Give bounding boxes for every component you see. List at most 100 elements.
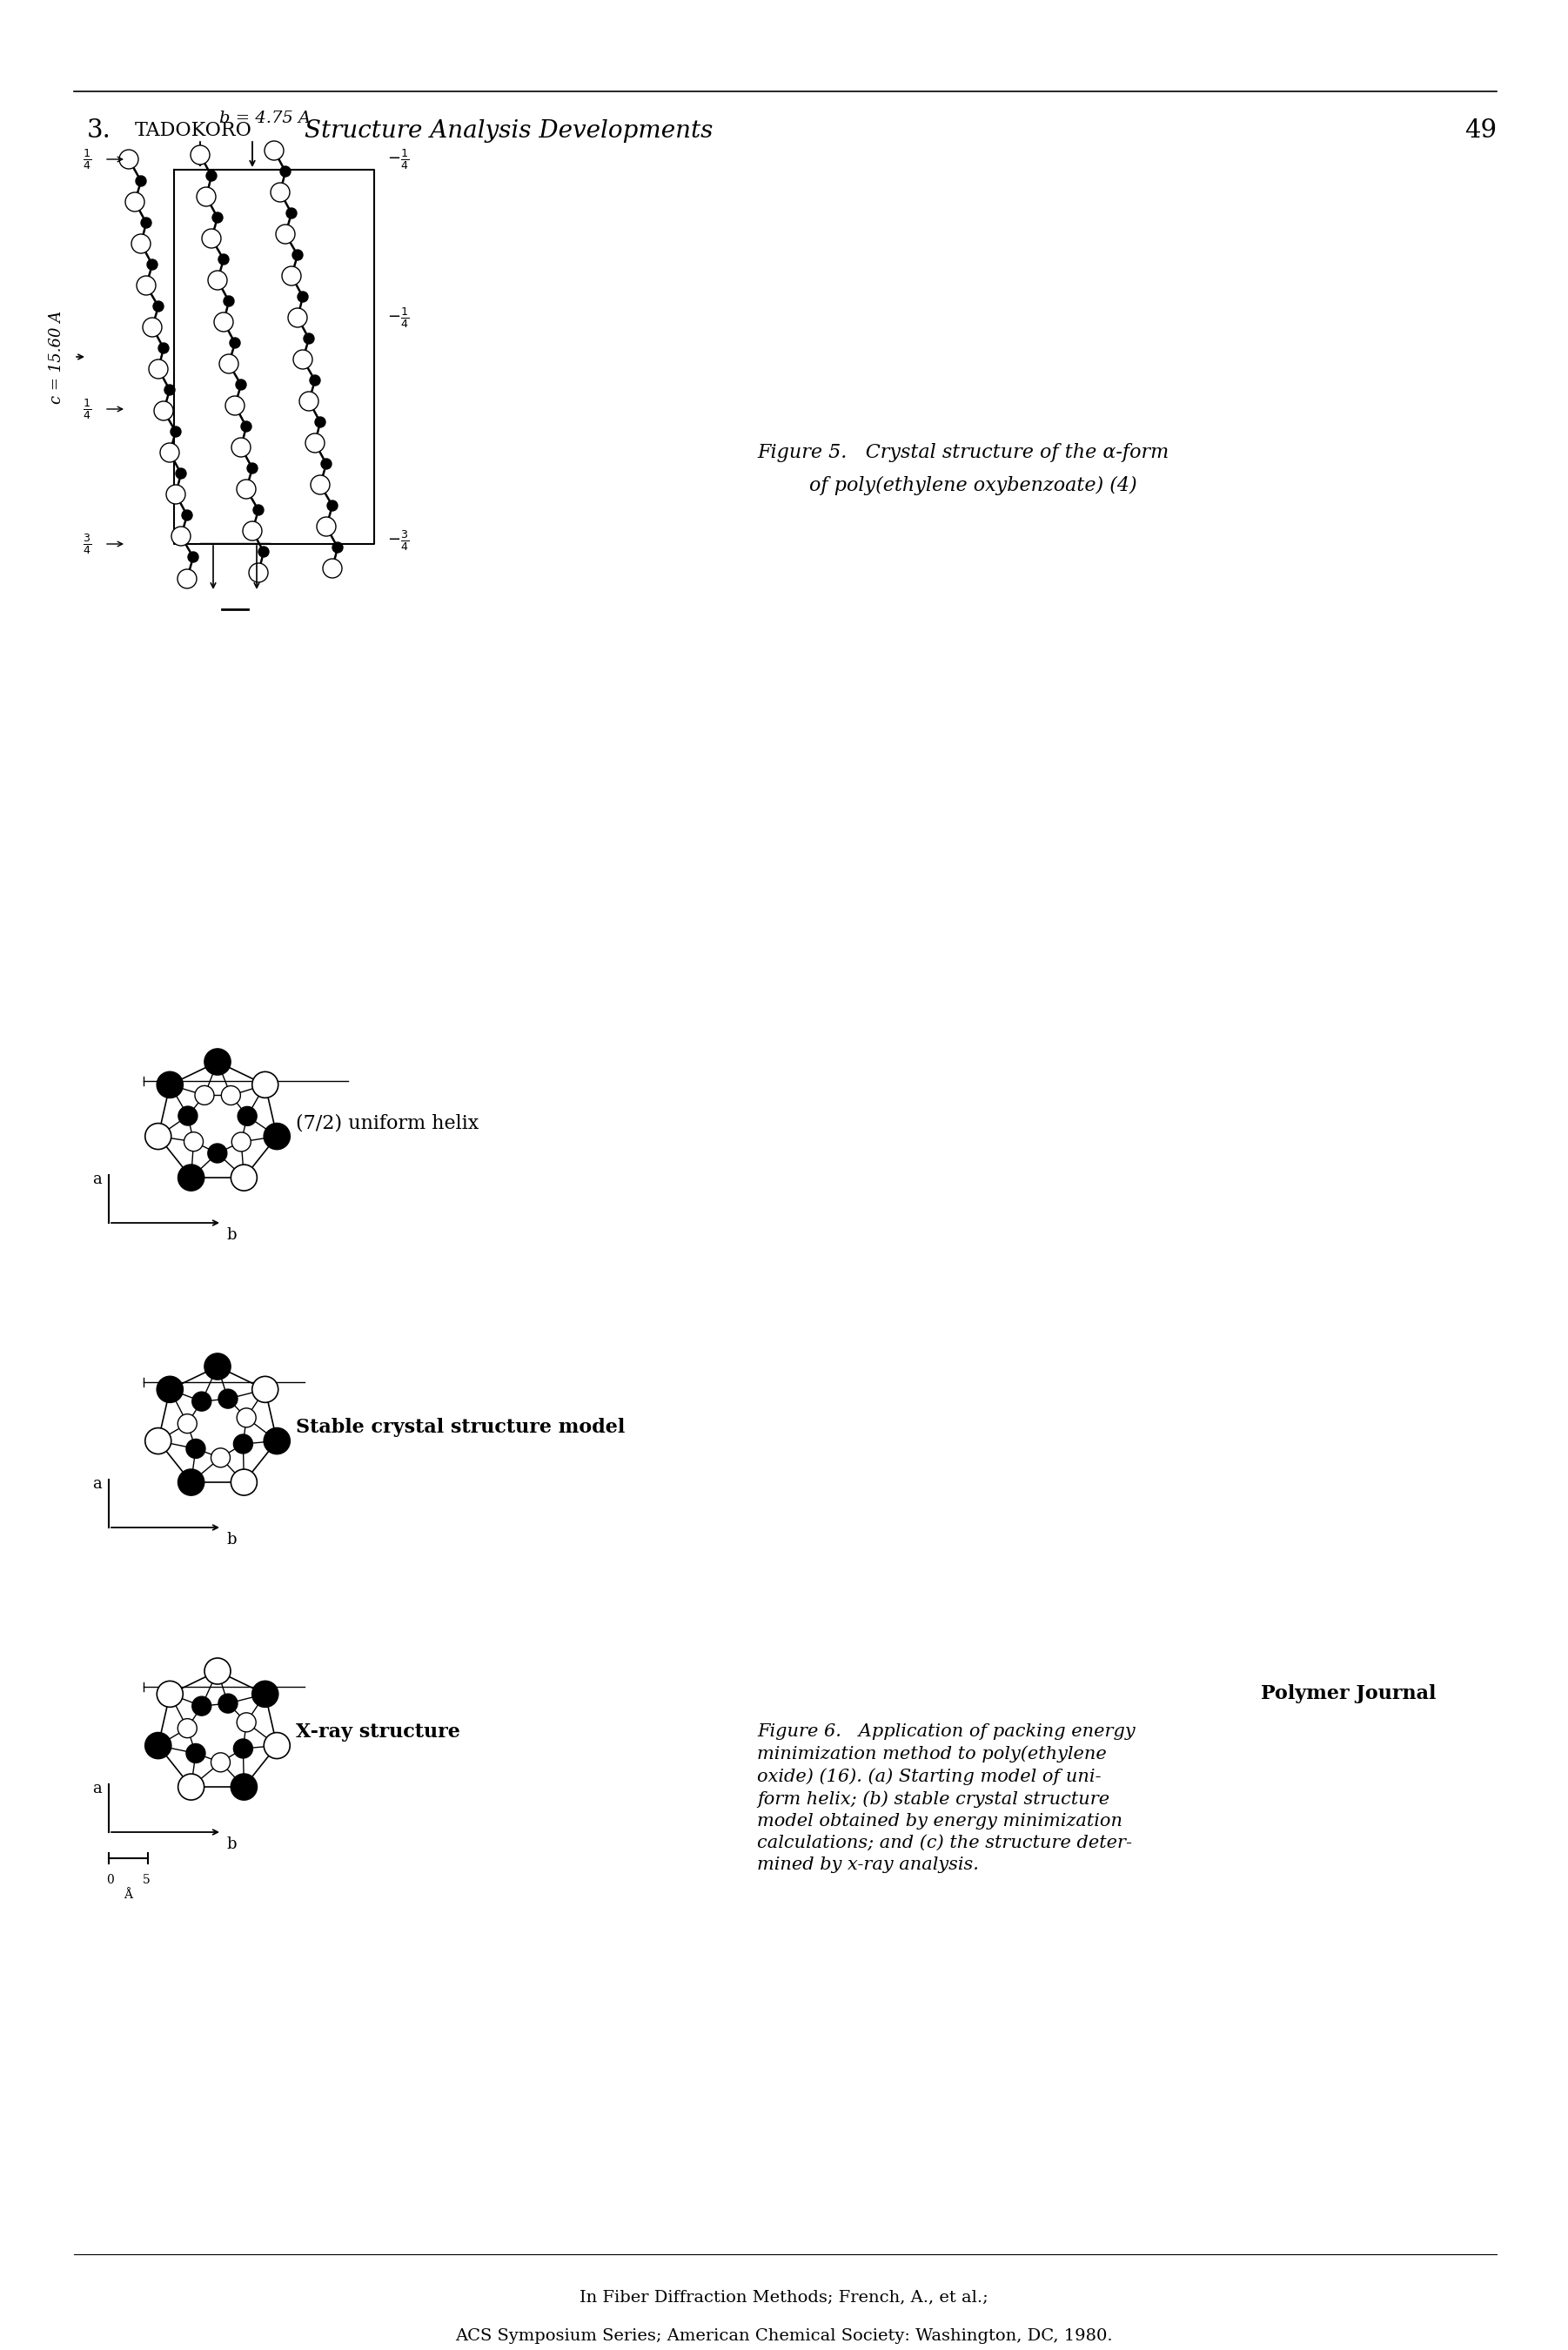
Circle shape	[289, 308, 307, 327]
Circle shape	[328, 501, 337, 510]
Circle shape	[193, 1697, 212, 1715]
Circle shape	[234, 1739, 252, 1758]
Circle shape	[293, 350, 312, 369]
Circle shape	[238, 1107, 257, 1126]
Circle shape	[321, 458, 331, 470]
Text: 3.: 3.	[86, 118, 111, 143]
Circle shape	[177, 1415, 198, 1433]
Text: TADOKORO: TADOKORO	[135, 120, 252, 141]
Text: a: a	[93, 1476, 102, 1492]
Circle shape	[179, 1166, 204, 1191]
Text: $\frac{1}{4}$: $\frac{1}{4}$	[83, 397, 91, 421]
Circle shape	[157, 1072, 183, 1097]
Circle shape	[146, 1732, 171, 1758]
Circle shape	[193, 1391, 212, 1410]
Circle shape	[252, 1377, 278, 1403]
Circle shape	[298, 291, 307, 303]
Circle shape	[259, 548, 268, 557]
Text: Figure 6.   Application of packing energy
minimization method to poly(ethylene
o: Figure 6. Application of packing energy …	[757, 1723, 1135, 1873]
Circle shape	[179, 1774, 204, 1800]
Circle shape	[171, 526, 191, 545]
Circle shape	[234, 1434, 252, 1455]
Circle shape	[212, 212, 223, 223]
Circle shape	[157, 1680, 183, 1706]
Text: 49: 49	[1465, 118, 1496, 143]
Circle shape	[292, 249, 303, 261]
Circle shape	[215, 313, 234, 331]
Circle shape	[265, 141, 284, 160]
Text: b: b	[226, 1835, 237, 1852]
Text: 0: 0	[107, 1873, 114, 1887]
Circle shape	[204, 1659, 230, 1685]
Circle shape	[310, 376, 320, 385]
Circle shape	[207, 172, 216, 181]
Circle shape	[310, 475, 329, 494]
Circle shape	[179, 1107, 198, 1126]
Circle shape	[154, 402, 172, 421]
Circle shape	[252, 505, 263, 515]
Circle shape	[209, 1144, 227, 1163]
Circle shape	[179, 1469, 204, 1495]
Circle shape	[141, 219, 152, 228]
Circle shape	[187, 1744, 205, 1762]
Circle shape	[157, 1377, 183, 1403]
Circle shape	[209, 270, 227, 289]
Circle shape	[177, 1718, 198, 1737]
Circle shape	[252, 1072, 278, 1097]
Circle shape	[287, 209, 296, 219]
Circle shape	[323, 559, 342, 578]
Text: a: a	[93, 1781, 102, 1795]
Circle shape	[183, 1133, 204, 1151]
Circle shape	[177, 569, 196, 588]
Circle shape	[315, 416, 326, 428]
Circle shape	[241, 421, 251, 432]
Circle shape	[136, 176, 146, 186]
Text: $\frac{3}{4}$: $\frac{3}{4}$	[83, 531, 91, 557]
Text: $\frac{1}{4}$: $\frac{1}{4}$	[83, 148, 91, 172]
Circle shape	[221, 1086, 240, 1104]
Circle shape	[218, 1694, 237, 1713]
Text: b = 4.75 A: b = 4.75 A	[220, 110, 310, 127]
Circle shape	[146, 1123, 171, 1149]
Circle shape	[237, 479, 256, 498]
Text: a: a	[93, 1173, 102, 1187]
Text: b: b	[226, 1532, 237, 1549]
Circle shape	[248, 463, 257, 472]
Text: of poly(ethylene oxybenzoate) (4): of poly(ethylene oxybenzoate) (4)	[809, 477, 1137, 496]
Text: Å: Å	[124, 1889, 133, 1901]
Circle shape	[147, 258, 157, 270]
Circle shape	[263, 1123, 290, 1149]
Text: Figure 5.   Crystal structure of the α-form: Figure 5. Crystal structure of the α-for…	[757, 444, 1168, 463]
Circle shape	[237, 1713, 256, 1732]
Text: In Fiber Diffraction Methods; French, A., et al.;: In Fiber Diffraction Methods; French, A.…	[580, 2289, 988, 2305]
Circle shape	[132, 235, 151, 254]
Text: X-ray structure: X-ray structure	[296, 1723, 459, 1741]
Text: b: b	[226, 1227, 237, 1243]
Circle shape	[271, 183, 290, 202]
Circle shape	[237, 1408, 256, 1426]
Circle shape	[125, 193, 144, 212]
Text: Structure Analysis Developments: Structure Analysis Developments	[304, 120, 713, 143]
Circle shape	[306, 432, 325, 454]
Circle shape	[158, 343, 169, 352]
Circle shape	[166, 484, 185, 503]
Circle shape	[154, 301, 163, 313]
Circle shape	[196, 188, 216, 207]
Circle shape	[204, 1354, 230, 1379]
Circle shape	[282, 266, 301, 284]
Circle shape	[230, 1774, 257, 1800]
Text: Polymer Journal: Polymer Journal	[1261, 1685, 1436, 1704]
Circle shape	[218, 254, 229, 266]
Circle shape	[224, 296, 234, 306]
Circle shape	[317, 517, 336, 536]
Circle shape	[220, 355, 238, 374]
Circle shape	[194, 1086, 213, 1104]
Text: $-\frac{1}{4}$: $-\frac{1}{4}$	[387, 148, 409, 172]
Text: Stable crystal structure model: Stable crystal structure model	[296, 1417, 626, 1436]
Circle shape	[171, 425, 180, 437]
Circle shape	[230, 1166, 257, 1191]
Circle shape	[202, 228, 221, 249]
Circle shape	[149, 360, 168, 378]
Circle shape	[263, 1732, 290, 1758]
Circle shape	[332, 543, 343, 552]
